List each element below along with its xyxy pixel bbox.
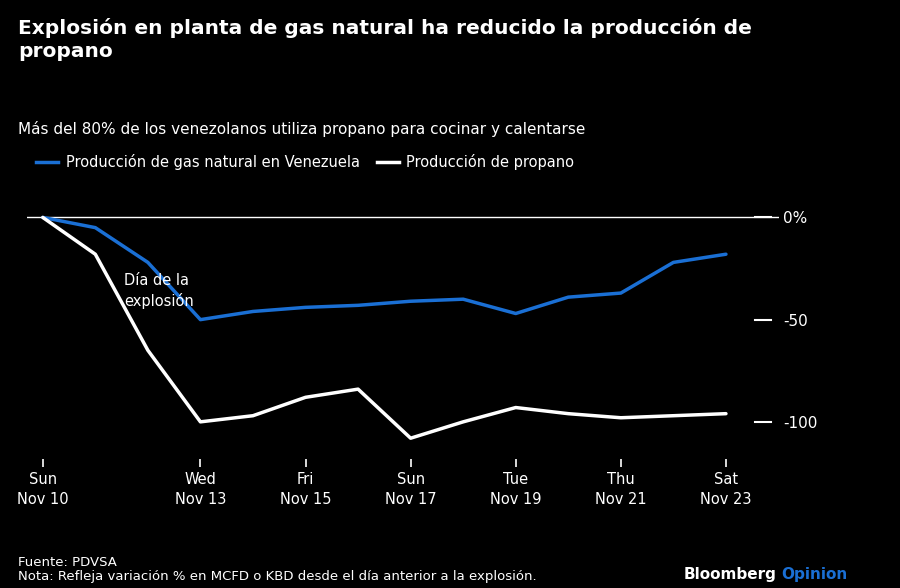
Text: Bloomberg: Bloomberg [684,567,777,583]
Text: Fuente: PDVSA: Fuente: PDVSA [18,556,117,569]
Text: Día de la
explosión: Día de la explosión [124,273,194,309]
Text: Nota: Refleja variación % en MCFD o KBD desde el día anterior a la explosión.: Nota: Refleja variación % en MCFD o KBD … [18,570,536,583]
Text: Opinion: Opinion [781,567,848,583]
Text: Más del 80% de los venezolanos utiliza propano para cocinar y calentarse: Más del 80% de los venezolanos utiliza p… [18,121,585,136]
Text: Explosión en planta de gas natural ha reducido la producción de
propano: Explosión en planta de gas natural ha re… [18,18,752,61]
Legend: Producción de gas natural en Venezuela, Producción de propano: Producción de gas natural en Venezuela, … [31,148,580,176]
